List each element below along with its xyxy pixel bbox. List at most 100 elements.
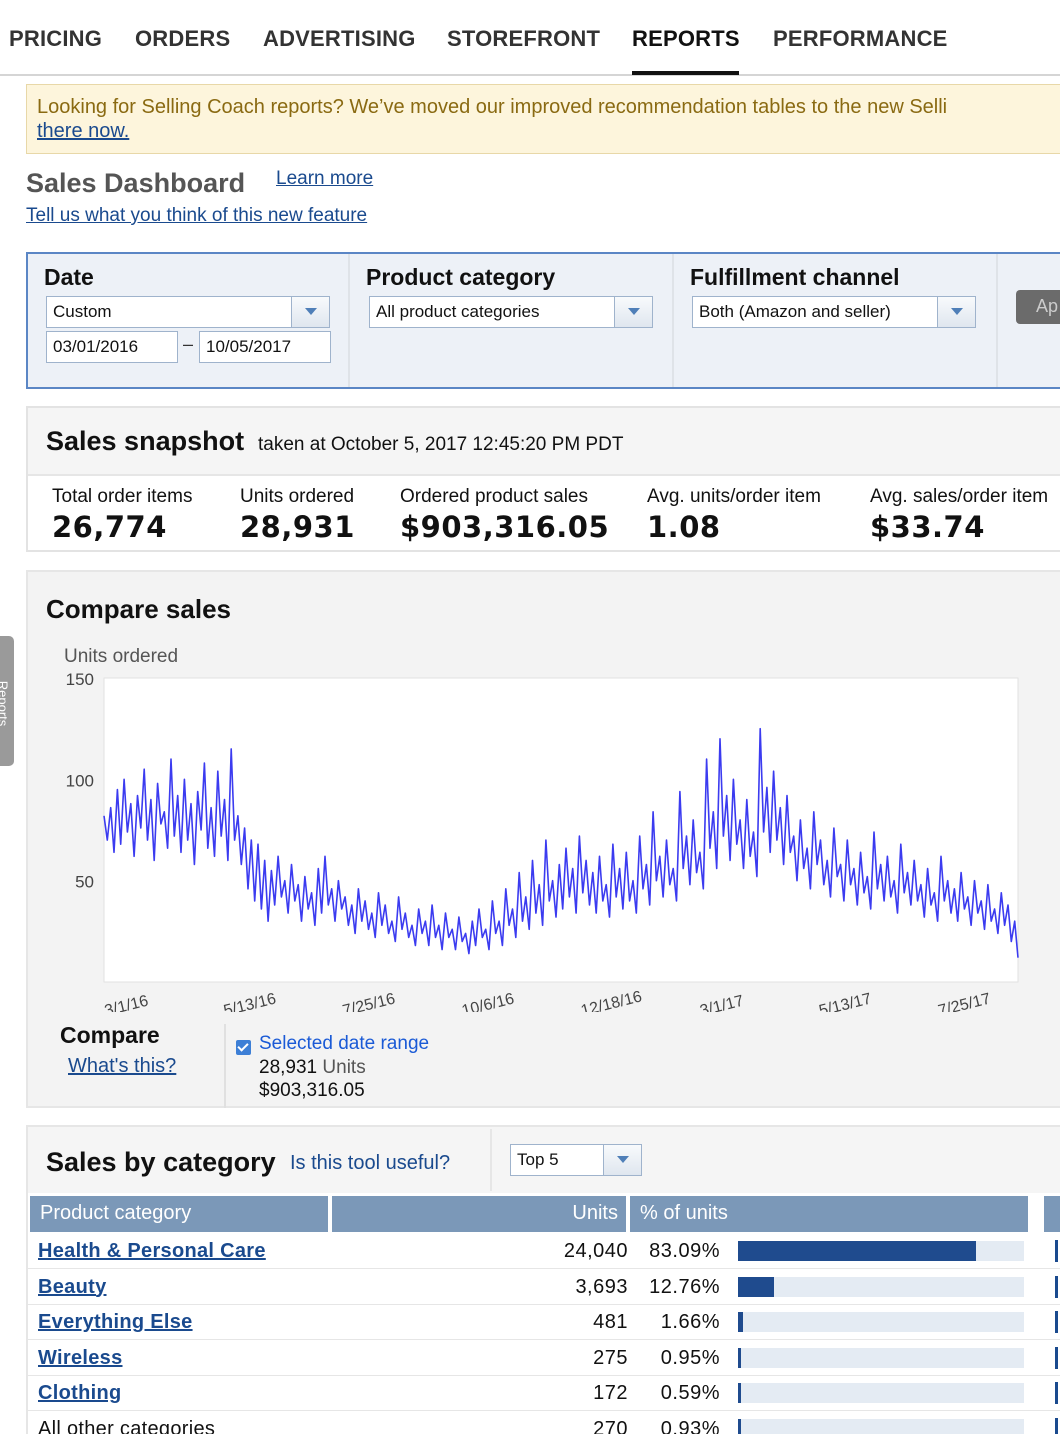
x-tick-label: 7/25/17 — [936, 990, 992, 1012]
date-from-input[interactable]: 03/01/2016 — [46, 331, 178, 363]
tab-advertising[interactable]: ADVERTISING — [263, 26, 416, 51]
category-name[interactable]: Health & Personal Care — [38, 1240, 266, 1262]
category-units: 270 — [593, 1417, 628, 1434]
chevron-down-icon[interactable] — [614, 297, 652, 327]
compare-sales-panel: Compare sales Units ordered 50 100 150 3/1/1… — [26, 570, 1060, 1108]
chevron-down-icon[interactable] — [291, 297, 329, 327]
column-header-category[interactable]: Product category — [30, 1196, 328, 1232]
share-bar-track — [738, 1347, 1024, 1368]
units-ordered-chart: Units ordered 50 100 150 3/1/16 5/13/16 7/25/1… — [64, 646, 1019, 1012]
chevron-down-icon[interactable] — [937, 297, 975, 327]
x-tick-label: 12/18/16 — [579, 988, 644, 1012]
channel-select[interactable]: Both (Amazon and seller) — [692, 296, 976, 328]
tool-useful-link[interactable]: Is this tool useful? — [290, 1152, 451, 1174]
table-row: All other categories 270 0.93% — [28, 1412, 1060, 1434]
side-tab-label: Reports — [0, 680, 11, 727]
category-name[interactable]: Clothing — [38, 1382, 122, 1404]
tab-pricing[interactable]: PRICING — [9, 26, 103, 51]
banner-link[interactable]: there now. — [37, 120, 130, 142]
compare-divider — [224, 1024, 226, 1108]
y-tick-label: 100 — [66, 771, 94, 790]
selected-range-checkbox[interactable] — [236, 1040, 251, 1055]
share-bar-fill — [738, 1383, 741, 1403]
learn-more-link[interactable]: Learn more — [276, 168, 374, 189]
channel-label: Fulfillment channel — [690, 264, 900, 290]
category-percent: 0.95% — [660, 1346, 720, 1369]
reports-side-tab[interactable]: Reports — [0, 636, 14, 766]
row-edge-marker — [1055, 1275, 1058, 1298]
selling-coach-banner: Looking for Selling Coach reports? We’ve… — [26, 84, 1060, 154]
share-bar-fill — [738, 1276, 775, 1297]
category-title: Sales by category — [46, 1147, 276, 1177]
metric-value: $33.74 — [870, 510, 985, 544]
share-bar-track — [738, 1312, 1024, 1332]
tab-orders[interactable]: ORDERS — [135, 26, 231, 51]
selected-range-label: Selected date range — [259, 1033, 430, 1054]
table-row: Health & Personal Care 24,040 83.09% — [28, 1234, 1060, 1269]
y-axis-label: Units ordered — [64, 646, 178, 667]
category-name[interactable]: Wireless — [38, 1346, 123, 1369]
category-units: 3,693 — [575, 1275, 628, 1298]
apply-button[interactable]: Ap — [1016, 290, 1060, 324]
compare-label: Compare — [60, 1022, 160, 1048]
snapshot-title: Sales snapshot — [46, 426, 245, 456]
row-edge-marker — [1055, 1311, 1058, 1333]
chevron-down-icon[interactable] — [603, 1145, 641, 1175]
category-select[interactable]: All product categories — [369, 296, 653, 328]
category-header: Sales by category Is this tool useful? T… — [28, 1127, 1060, 1193]
top-n-select[interactable]: Top 5 — [510, 1144, 642, 1176]
table-row: Beauty 3,693 12.76% — [28, 1270, 1060, 1305]
x-tick-label: 3/1/17 — [698, 993, 745, 1012]
snapshot-header: Sales snapshot taken at October 5, 2017 … — [28, 408, 1060, 476]
category-percent: 83.09% — [649, 1240, 720, 1262]
metric-label: Total order items — [52, 486, 193, 507]
tab-performance[interactable]: PERFORMANCE — [773, 26, 948, 51]
whats-this-link[interactable]: What's this? — [68, 1055, 177, 1077]
metric-value: 28,931 — [240, 510, 355, 544]
units-value: 28,931 — [259, 1057, 318, 1078]
channel-filter: Fulfillment channel Both (Amazon and sel… — [674, 254, 998, 387]
category-filter: Product category All product categories — [350, 254, 674, 387]
share-bar-fill — [738, 1418, 741, 1434]
metric-avg-units-per-order-item: Avg. units/order item 1.08 — [647, 486, 821, 544]
category-name: All other categories — [38, 1417, 216, 1434]
date-preset-value: Custom — [53, 302, 112, 321]
sales-by-category-panel: Sales by category Is this tool useful? T… — [26, 1125, 1060, 1434]
category-percent: 1.66% — [660, 1311, 720, 1333]
column-header-percent[interactable]: % of units — [630, 1196, 1028, 1232]
x-tick-label: 7/25/16 — [341, 990, 397, 1012]
metric-label: Units ordered — [240, 486, 355, 507]
plot-area — [103, 677, 1019, 983]
category-select-value: All product categories — [376, 302, 540, 321]
series-line-units-ordered — [103, 727, 1019, 958]
metric-label: Avg. units/order item — [647, 486, 821, 507]
category-name[interactable]: Beauty — [38, 1275, 107, 1298]
share-bar-track — [738, 1418, 1024, 1434]
top-nav: PRICING ORDERS ADVERTISING STOREFRONT RE… — [0, 0, 1060, 76]
tab-reports[interactable]: REPORTS — [632, 26, 740, 51]
snapshot-timestamp: taken at October 5, 2017 12:45:20 PM PDT — [258, 434, 624, 455]
x-tick-label: 10/6/16 — [460, 990, 516, 1012]
category-label: Product category — [366, 264, 556, 290]
compare-sales-title: Compare sales — [46, 594, 231, 624]
category-percent: 0.93% — [660, 1417, 720, 1434]
share-bar-fill — [738, 1347, 741, 1368]
metric-total-order-items: Total order items 26,774 — [52, 486, 192, 544]
category-units: 172 — [593, 1382, 628, 1404]
date-to-input[interactable]: 10/05/2017 — [199, 331, 331, 363]
banner-text: Looking for Selling Coach reports? We’ve… — [37, 96, 948, 118]
share-bar-fill — [738, 1241, 976, 1261]
share-bar-track — [738, 1383, 1024, 1403]
row-edge-marker — [1055, 1346, 1058, 1369]
metric-label: Avg. sales/order item — [870, 486, 1049, 507]
feedback-link[interactable]: Tell us what you think of this new featu… — [26, 205, 368, 226]
column-header-units[interactable]: Units — [332, 1196, 626, 1232]
x-tick-label: 3/1/16 — [103, 993, 150, 1012]
table-row: Clothing 172 0.59% — [28, 1376, 1060, 1411]
date-range-separator: – — [183, 334, 194, 354]
tab-storefront[interactable]: STOREFRONT — [447, 26, 601, 51]
filter-panel: Date Custom 03/01/2016 – 10/05/2017 Prod… — [26, 252, 1060, 389]
units-word: Units — [322, 1057, 366, 1078]
category-name[interactable]: Everything Else — [38, 1311, 193, 1333]
date-preset-select[interactable]: Custom — [46, 296, 330, 328]
